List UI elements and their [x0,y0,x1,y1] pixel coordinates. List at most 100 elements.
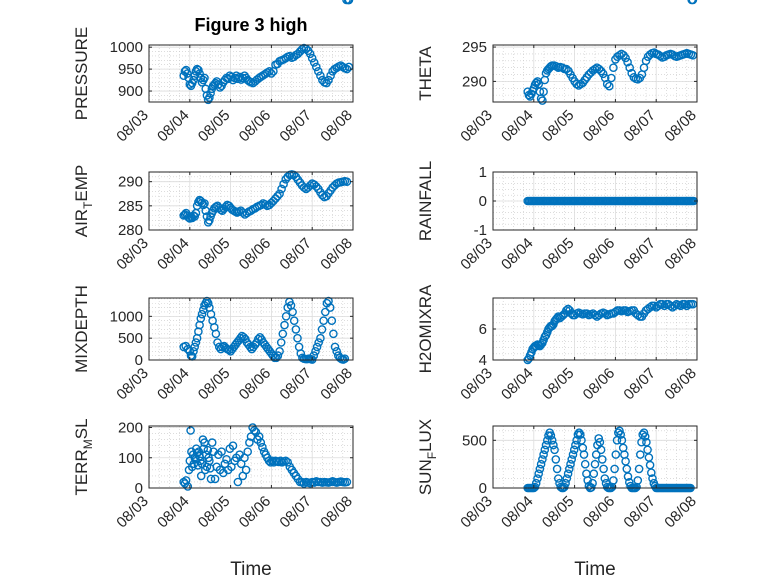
series-markers [523,196,699,206]
y-axis-label: AIRTEMP [72,165,95,238]
y-tick-label: 6 [479,321,487,338]
data-point [536,459,546,469]
y-tick-label: 0 [479,480,487,497]
y-tick-label: 1000 [110,39,143,56]
data-point [313,67,323,76]
major-grid [149,426,353,488]
data-point [668,50,677,59]
axes-box [492,44,698,103]
data-point [574,428,584,438]
data-point [561,478,570,488]
data-point [243,447,252,457]
y-axis-label-part: LUX [416,419,435,452]
data-point [602,79,612,89]
data-point [566,459,575,469]
data-point [275,189,284,199]
data-point [275,346,284,356]
data-point [324,75,333,85]
data-point [238,208,248,217]
data-point [640,432,650,441]
data-point [535,464,545,474]
tick-marks [492,171,698,231]
data-point [554,474,563,483]
data-point [565,464,574,474]
data-point [280,320,289,330]
data-point [660,301,669,311]
series-markers [179,43,354,105]
tick-marks [148,426,354,489]
data-point [614,428,623,438]
data-point [205,93,214,102]
y-tick-label: 0 [135,480,143,497]
data-point [682,301,692,311]
data-point [183,69,192,78]
data-point [647,468,656,478]
data-point [598,69,608,79]
data-point [550,445,559,455]
data-point [305,49,315,59]
y-tick-label: 200 [118,420,143,437]
data-point [540,445,550,455]
data-point [325,303,335,312]
data-point [591,450,601,459]
data-point [589,469,599,479]
data-point [189,346,198,356]
data-point [609,63,618,72]
tick-marks [492,298,698,361]
data-point [288,307,297,317]
axes-box [148,171,354,231]
data-point [594,434,604,443]
data-point [200,73,209,83]
data-point [256,200,266,210]
tick-marks [492,45,698,102]
data-point [330,342,340,352]
data-point [540,332,550,342]
data-point [621,306,630,315]
data-point [562,64,571,74]
data-point [233,74,243,84]
y-tick-label: 1000 [110,308,143,325]
data-point [538,96,547,105]
data-point [185,346,195,356]
data-point [305,181,315,190]
data-point [245,438,254,447]
y-axis-label: SUNFLUX [416,419,439,495]
data-point [291,325,301,334]
data-point [616,430,626,439]
data-point [206,88,215,98]
data-point [590,459,600,469]
data-point [249,426,259,435]
data-point [326,71,335,80]
data-point [238,73,248,83]
data-point [676,301,686,311]
data-point [273,191,282,201]
data-point [653,301,663,311]
data-point [320,307,330,317]
data-point [191,338,201,347]
data-point [645,50,655,59]
data-point [551,62,561,71]
series-markers [523,299,698,365]
data-point [623,472,633,481]
data-point [312,342,322,352]
data-point [670,301,679,311]
data-point [547,321,557,331]
data-point [327,316,337,326]
data-point [197,309,207,319]
data-point [265,67,274,76]
data-point [688,0,698,5]
axes-box [148,425,354,489]
data-point [639,428,649,438]
data-point [189,75,198,85]
data-point [643,445,652,455]
data-point [538,455,547,464]
data-point [309,58,319,67]
y-tick-label: 500 [462,432,487,449]
data-point [571,440,580,450]
y-axis-label-part: THETA [416,46,435,101]
data-point [222,454,231,464]
